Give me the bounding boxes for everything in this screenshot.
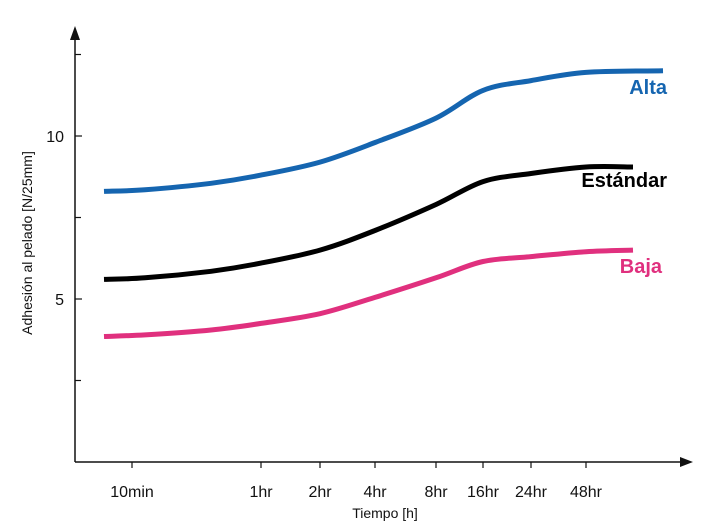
series-label: Estándar (581, 170, 667, 192)
x-tick-label: 8hr (424, 484, 448, 501)
y-axis-arrow (70, 26, 80, 40)
y-tick-label: 10 (46, 129, 64, 146)
x-tick-label: 24hr (515, 484, 548, 501)
series-label: Alta (629, 77, 668, 99)
series-line (104, 167, 633, 280)
x-axis-title: Tiempo [h] (352, 505, 418, 521)
x-tick-label: 4hr (363, 484, 387, 501)
x-axis-arrow (680, 457, 693, 467)
x-tick-label: 2hr (308, 484, 332, 501)
x-tick-label: 16hr (467, 484, 500, 501)
y-tick-label: 5 (55, 292, 64, 309)
series-label: Baja (620, 256, 663, 278)
y-axis-title: Adhesión al pelado [N/25mm] (19, 151, 35, 335)
axes (70, 26, 693, 467)
x-tick-label: 48hr (570, 484, 603, 501)
series-line (104, 71, 663, 192)
x-tick-label: 10min (110, 484, 154, 501)
x-tick-label: 1hr (249, 484, 273, 501)
series-line (104, 250, 633, 336)
